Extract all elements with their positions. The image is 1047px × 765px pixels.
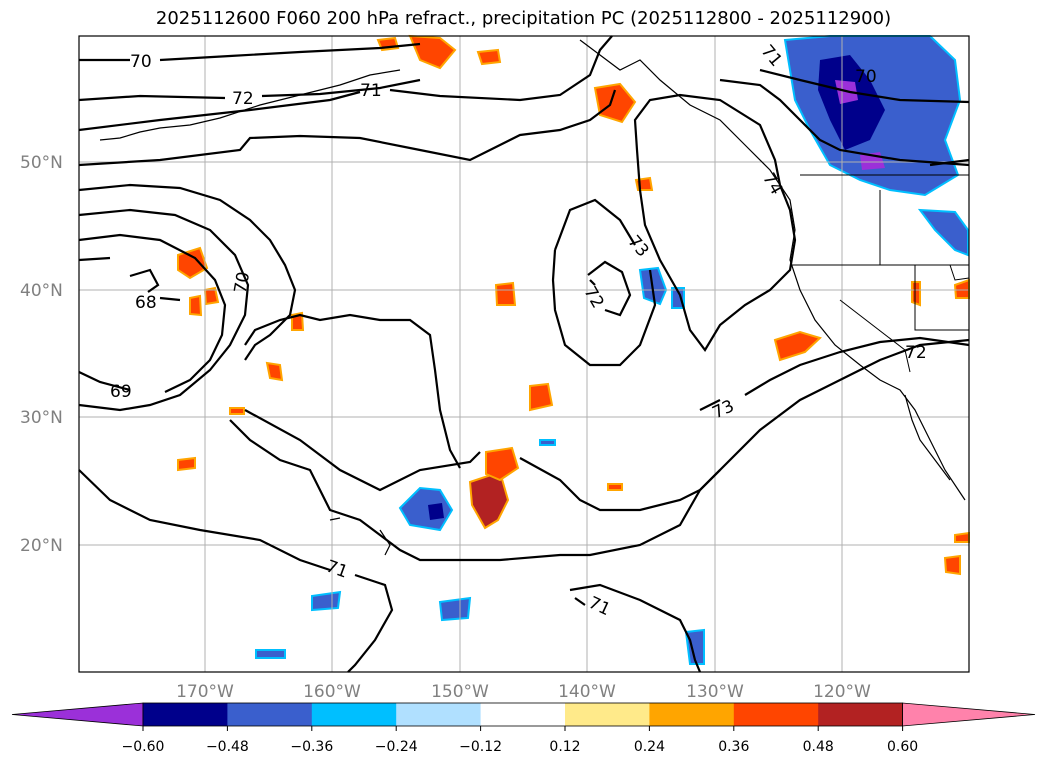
contour-label: 68 (135, 293, 157, 313)
map-title: 2025112600 F060 200 hPa refract., precip… (155, 8, 892, 29)
graticule (79, 36, 969, 672)
colorbar-extend-min (11, 702, 144, 727)
contour-label: 71 (360, 81, 382, 101)
lat-label: 20°N (20, 536, 63, 556)
map-frame (78, 35, 970, 673)
colorbar-segment (396, 703, 482, 726)
colorbar-tick-label: 0.48 (803, 739, 834, 755)
colorbar-segment (227, 703, 313, 726)
colorbar-tick-label: −0.12 (459, 739, 502, 755)
colorbar-tick-label: 0.36 (718, 739, 749, 755)
contour-label: 70 (855, 67, 877, 87)
colorbar-segment (311, 703, 397, 726)
colorbar-segment (565, 703, 650, 726)
contour-label: 70 (231, 270, 254, 295)
colorbar-tick-label: 0.24 (634, 739, 665, 755)
colorbar-tick-label: 0.12 (549, 739, 580, 755)
lon-label: 160°W (303, 682, 361, 702)
colorbar-frame (142, 702, 903, 727)
colorbar-tick-label: 0.60 (887, 739, 918, 755)
colorbar-tick-label: −0.60 (122, 739, 165, 755)
contour-label: 70 (130, 52, 152, 72)
colorbar-segment (649, 703, 735, 726)
colorbar-segment (733, 703, 819, 726)
colorbar-tick-label: −0.48 (206, 739, 249, 755)
colorbar: −0.60 −0.48 −0.36 −0.24 −0.12 0.12 0.24 0.36 0.4… (11, 702, 1036, 755)
lon-label: 120°W (813, 682, 871, 702)
lat-label: 30°N (20, 408, 63, 428)
latitude-labels: 50°N 40°N 30°N 20°N (20, 153, 63, 556)
contour-label: 72 (905, 343, 927, 363)
lon-label: 170°W (176, 682, 234, 702)
colorbar-tick-label: −0.24 (375, 739, 418, 755)
contour-label: 69 (110, 382, 132, 402)
refractivity-contours (78, 35, 970, 673)
longitude-labels: 170°W 160°W 150°W 140°W 130°W 120°W (176, 682, 871, 702)
contour-label: 72 (232, 89, 254, 109)
colorbar-segment (143, 703, 228, 726)
colorbar-tick-label: −0.36 (290, 739, 333, 755)
precipitation-shading (177, 34, 970, 665)
coastlines (99, 39, 966, 556)
colorbar-segment (818, 703, 904, 726)
colorbar-extend-max (902, 702, 1036, 727)
lon-label: 150°W (431, 682, 489, 702)
colorbar-segment (480, 703, 566, 726)
lon-label: 130°W (686, 682, 744, 702)
lon-label: 140°W (558, 682, 616, 702)
lat-label: 40°N (20, 281, 63, 301)
lat-label: 50°N (20, 153, 63, 173)
